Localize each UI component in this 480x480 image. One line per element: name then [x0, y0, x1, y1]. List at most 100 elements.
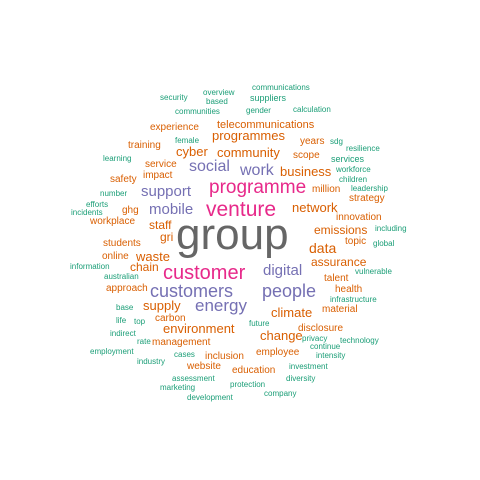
word-intensity: intensity — [316, 351, 346, 360]
word-students: students — [103, 238, 141, 249]
word-diversity: diversity — [286, 374, 316, 383]
word-industry: industry — [137, 357, 166, 366]
word-gender: gender — [246, 106, 271, 115]
word-australian: australian — [104, 272, 139, 281]
word-number: number — [100, 189, 128, 198]
word-employee: employee — [256, 347, 300, 358]
word-company: company — [264, 389, 297, 398]
word-calculation: calculation — [293, 105, 331, 114]
word-female: female — [175, 136, 200, 145]
word-assurance: assurance — [311, 255, 367, 269]
word-assessment: assessment — [172, 374, 215, 383]
word-material: material — [322, 304, 358, 315]
word-million: million — [312, 184, 341, 195]
word-employment: employment — [90, 347, 134, 356]
word-programmes: programmes — [212, 128, 285, 143]
word-workforce: workforce — [336, 165, 371, 174]
word-development: development — [187, 393, 233, 402]
word-including: including — [375, 224, 407, 233]
word-business: business — [280, 164, 332, 179]
word-approach: approach — [106, 283, 148, 294]
word-customer: customer — [163, 262, 246, 284]
word-technology: technology — [340, 336, 379, 345]
word-leadership: leadership — [351, 184, 388, 193]
word-based: based — [206, 97, 228, 106]
word-strategy: strategy — [349, 193, 385, 204]
word-website: website — [187, 361, 221, 372]
word-communications: communications — [252, 83, 310, 92]
word-staff: staff — [149, 218, 172, 232]
word-ghg: ghg — [122, 205, 139, 216]
word-social: social — [189, 158, 230, 175]
word-data: data — [309, 240, 337, 256]
word-indirect: indirect — [110, 329, 136, 338]
word-overview: overview — [203, 88, 235, 97]
word-mobile: mobile — [149, 201, 194, 218]
word-venture: venture — [206, 198, 277, 221]
word-education: education — [232, 365, 276, 376]
word-impact: impact — [143, 170, 173, 181]
word-experience: experience — [150, 122, 199, 133]
word-top: top — [134, 317, 146, 326]
word-life: life — [116, 316, 127, 325]
word-cyber: cyber — [176, 144, 208, 159]
word-marketing: marketing — [160, 383, 196, 392]
word-work: work — [240, 162, 274, 179]
word-community: community — [217, 145, 280, 160]
word-inclusion: inclusion — [205, 351, 244, 362]
word-training: training — [128, 140, 161, 151]
word-gri: gri — [160, 230, 174, 244]
word-base: base — [116, 303, 134, 312]
word-protection: protection — [230, 380, 266, 389]
word-safety: safety — [110, 174, 137, 185]
word-global: global — [373, 239, 395, 248]
word-future: future — [249, 319, 270, 328]
word-workplace: workplace — [90, 216, 136, 227]
word-network: network — [292, 200, 338, 215]
word-resilience: resilience — [346, 144, 380, 153]
word-years: years — [300, 136, 325, 147]
word-sdg: sdg — [330, 137, 343, 146]
word-management: management — [152, 337, 211, 348]
word-chain: chain — [130, 260, 159, 274]
word-privacy: privacy — [302, 334, 328, 343]
word-environment: environment — [163, 321, 235, 336]
word-carbon: carbon — [155, 313, 186, 324]
word-change: change — [260, 328, 303, 343]
word-suppliers: suppliers — [250, 93, 287, 103]
word-communities: communities — [175, 107, 220, 116]
word-topic: topic — [345, 236, 367, 247]
word-efforts: efforts — [86, 200, 109, 209]
word-cases: cases — [174, 350, 195, 359]
word-health: health — [335, 284, 363, 295]
word-services: services — [331, 154, 365, 164]
word-digital: digital — [263, 262, 303, 279]
word-telecommunications: telecommunications — [217, 119, 315, 131]
word-waste: waste — [136, 249, 170, 264]
word-disclosure: disclosure — [298, 323, 344, 334]
word-emissions: emissions — [314, 223, 368, 237]
word-support: support — [141, 183, 192, 200]
word-innovation: innovation — [336, 212, 382, 223]
word-programme: programme — [209, 177, 307, 198]
word-incidents: incidents — [71, 208, 103, 217]
word-continue: continue — [310, 342, 341, 351]
word-climate: climate — [271, 305, 313, 320]
word-infrastructure: infrastructure — [330, 295, 377, 304]
word-energy: energy — [195, 296, 247, 315]
word-online: online — [102, 251, 129, 262]
word-scope: scope — [293, 150, 320, 161]
word-people: people — [262, 281, 317, 301]
word-information: information — [70, 262, 110, 271]
word-rate: rate — [137, 337, 151, 346]
word-group: group — [176, 210, 289, 259]
word-talent: talent — [324, 273, 349, 284]
word-supply: supply — [143, 298, 181, 313]
word-customers: customers — [150, 281, 234, 301]
word-vulnerable: vulnerable — [355, 267, 392, 276]
word-children: children — [339, 175, 368, 184]
word-investment: investment — [289, 362, 328, 371]
word-security: security — [160, 93, 188, 102]
word-learning: learning — [103, 154, 132, 163]
